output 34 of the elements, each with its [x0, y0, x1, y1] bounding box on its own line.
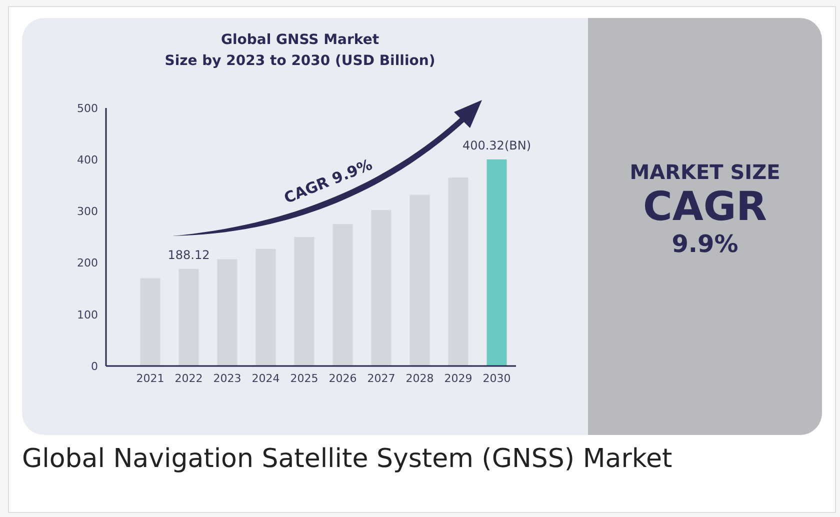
y-tick-label: 400	[77, 154, 98, 167]
chart-title: Global GNSS Market Size by 2023 to 2030 (USD Billion)	[164, 31, 436, 71]
x-tick-label: 2028	[406, 372, 434, 385]
x-tick-label: 2022	[174, 372, 203, 385]
text: Global Navigation Satellite System (GNSS) Market	[22, 444, 672, 474]
bar	[486, 159, 507, 366]
x-tick-label: 2025	[290, 372, 318, 385]
y-tick-label: 500	[77, 102, 98, 115]
x-tick-label: 2027	[367, 372, 396, 385]
bar	[371, 210, 392, 366]
x-tick-label: 2029	[444, 372, 472, 385]
bar	[256, 248, 276, 366]
text: 9.9%	[670, 230, 740, 258]
bar	[294, 237, 314, 366]
y-tick-label: 200	[77, 256, 98, 270]
x-tick-label: 2026	[328, 372, 357, 385]
bar	[178, 268, 199, 366]
data-label: 188.12	[168, 248, 210, 262]
x-tick-label: 2023	[213, 372, 242, 385]
bar	[217, 259, 238, 366]
x-tick-label: 2021	[136, 372, 164, 385]
bar	[332, 224, 353, 366]
bar	[448, 178, 468, 366]
text: MARKET SIZE	[628, 160, 782, 184]
y-tick-label: 300	[77, 205, 98, 218]
x-tick-label: 2030	[482, 372, 511, 385]
bar	[140, 278, 160, 366]
y-tick-label: 0	[91, 360, 98, 373]
text: CAGR	[642, 184, 768, 230]
annotation: CAGR 9.9%	[281, 156, 375, 208]
x-tick-label: 2024	[252, 372, 280, 385]
y-tick-label: 100	[77, 308, 98, 322]
bar	[410, 194, 430, 366]
data-label: 400.32(BN)	[462, 138, 532, 152]
